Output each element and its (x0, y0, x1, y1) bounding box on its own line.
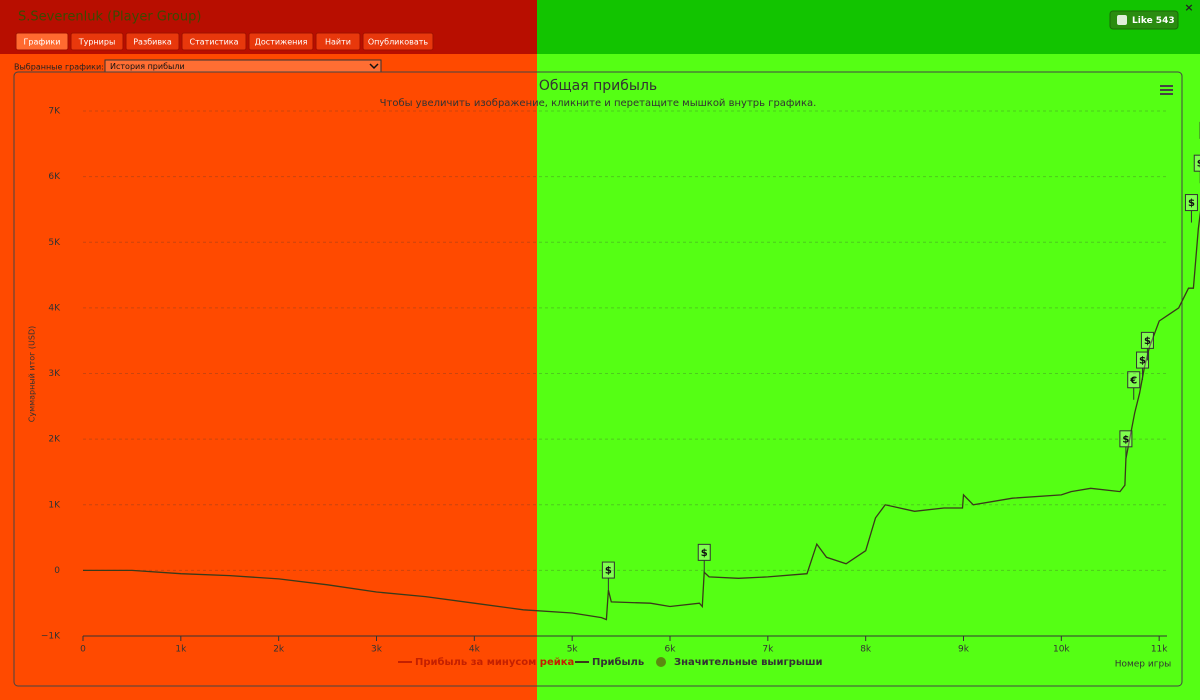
header-right (537, 0, 1200, 54)
y-axis-label: Суммарный итог (USD) (28, 326, 37, 423)
x-tick-label: 3k (371, 645, 383, 655)
x-tick-label: 11k (1151, 645, 1168, 655)
y-tick-label: 3K (48, 369, 61, 379)
flag[interactable] (1140, 331, 1154, 349)
x-tick-label: 9k (958, 645, 970, 655)
tab-label: Опубликовать (368, 38, 429, 47)
x-tick-label: 0 (80, 645, 86, 655)
y-tick-label: 0 (54, 566, 60, 576)
tab-label: Графики (24, 38, 61, 47)
flag[interactable] (1193, 154, 1200, 172)
x-tick-label: 6k (665, 645, 677, 655)
flag-label: $ (1122, 434, 1129, 445)
flag[interactable] (1136, 351, 1150, 369)
y-tick-label: 5K (48, 238, 61, 248)
y-tick-label: 4K (48, 303, 61, 313)
tab[interactable] (181, 32, 247, 51)
x-tick-label: 10k (1053, 645, 1070, 655)
profit-line (83, 210, 1200, 621)
plot: −1K 0 1K 2K 3K 4K 5K 6K 7K 0 1k 2k 3k 4k 5k 6k 7k 8k 9k 10k… (41, 107, 1200, 668)
y-tick-label: 6K (48, 172, 61, 182)
flag-label: $ (605, 566, 612, 577)
flag-label: $ (1144, 336, 1151, 347)
legend-label[interactable]: Прибыль (592, 656, 644, 668)
menu-icon[interactable] (1160, 85, 1173, 95)
x-tick-label: 2k (273, 645, 285, 655)
flag[interactable] (1127, 371, 1141, 389)
tab-label: Достижения (255, 38, 308, 47)
legend-label[interactable]: Значительные выигрыши (674, 657, 823, 668)
flag-label: $ (701, 548, 708, 559)
x-axis-label: Номер игры (1115, 660, 1172, 670)
tab[interactable] (70, 32, 124, 51)
y-tick-label: 7K (48, 107, 61, 117)
chart-subtitle: Чтобы увеличить изображение, кликните и … (380, 98, 817, 109)
close-button[interactable]: × (1184, 1, 1193, 14)
flag[interactable] (1184, 194, 1198, 212)
tab[interactable] (362, 32, 434, 51)
tab[interactable] (315, 32, 361, 51)
flag[interactable] (601, 561, 615, 579)
tab[interactable] (125, 32, 180, 51)
like-text: Like 543 (1132, 16, 1175, 26)
x-tick-label: 8k (860, 645, 872, 655)
like-icon (1117, 15, 1127, 25)
tab-bar: Графики Турниры Разбивка Статистика Достижен… (15, 32, 434, 51)
x-tick-label: 1k (175, 645, 187, 655)
flag[interactable] (697, 543, 711, 561)
selector-value: История прибыли (110, 62, 185, 71)
y-tick-label: 1K (48, 500, 61, 510)
legend-label[interactable]: Прибыль за минусом рейка (415, 656, 574, 668)
y-tick-label: 2K (48, 435, 61, 445)
selector-arrow (369, 63, 379, 70)
chart-frame (13, 71, 1183, 687)
left-panel (0, 0, 537, 700)
tab-label: Статистика (190, 38, 239, 47)
tab-label: Найти (325, 38, 351, 47)
tab-label: Разбивка (133, 38, 172, 47)
y-tick-label: −1K (41, 632, 61, 642)
x-tick-label: 4k (469, 645, 481, 655)
legend-symbol (656, 657, 666, 667)
flag-label: $ (1139, 356, 1146, 367)
flag[interactable] (1119, 430, 1133, 448)
x-tick-label: 7k (762, 645, 774, 655)
chart-title: Общая прибыль (539, 78, 657, 94)
like-button[interactable] (1109, 10, 1179, 30)
header-title: S.Severenluk (Player Group) (18, 10, 201, 25)
selector-label: Выбранные графики: (14, 63, 104, 72)
flag-label: $ (1197, 159, 1200, 170)
x-tick-label: 5k (567, 645, 579, 655)
tab[interactable] (15, 32, 69, 51)
tab-label: Турниры (78, 38, 116, 47)
flag-label: $ (1188, 198, 1195, 209)
flag-label: € (1129, 375, 1137, 386)
tab[interactable] (248, 32, 314, 51)
right-panel (537, 0, 1200, 700)
